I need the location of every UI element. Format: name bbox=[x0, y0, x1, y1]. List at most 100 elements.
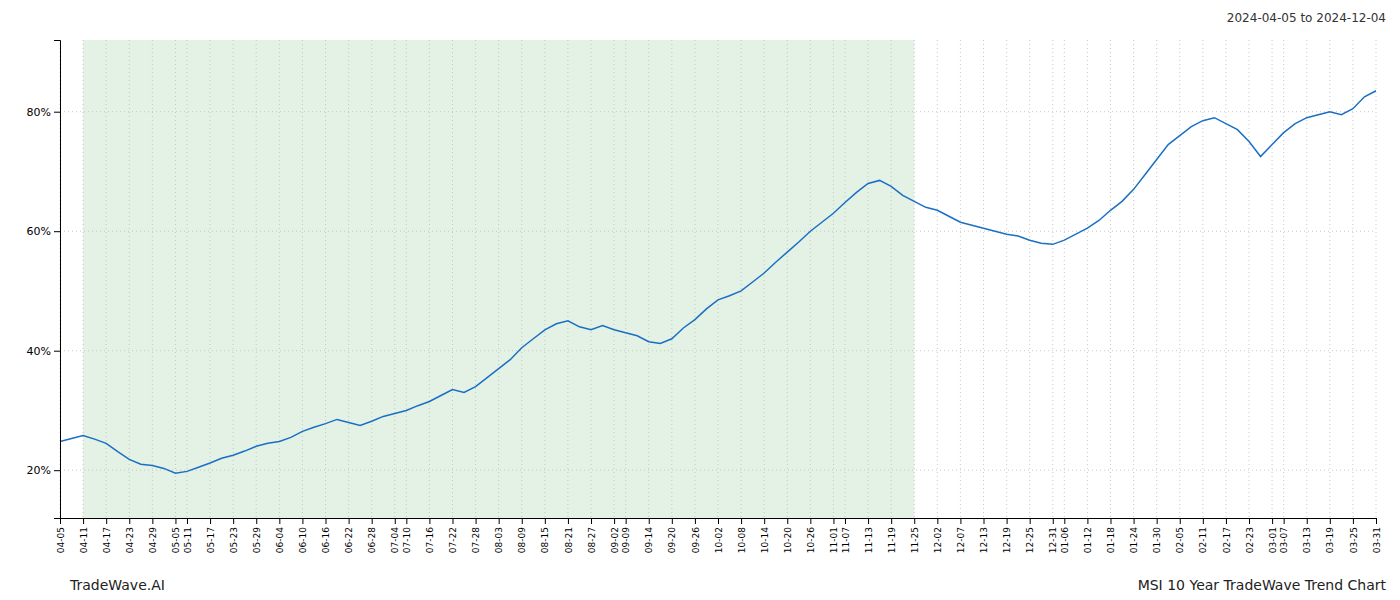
footer-text: TradeWave.AI bbox=[69, 577, 165, 593]
x-tick: 04-11 bbox=[79, 518, 89, 553]
plot-area bbox=[60, 91, 1376, 473]
x-grid-line bbox=[1272, 40, 1273, 518]
x-grid-line bbox=[914, 40, 915, 518]
x-tick-label: 05-29 bbox=[252, 527, 262, 553]
y-axis-line bbox=[54, 41, 61, 519]
x-tick: 09-20 bbox=[667, 518, 677, 553]
x-grid-line bbox=[1087, 40, 1088, 518]
x-tick-label: 10-26 bbox=[806, 527, 816, 553]
x-tick-mark bbox=[1226, 518, 1227, 524]
x-tick: 06-16 bbox=[321, 518, 331, 553]
x-tick-mark bbox=[568, 518, 569, 524]
x-grid-line bbox=[1202, 40, 1203, 518]
x-grid-line bbox=[186, 40, 187, 518]
x-tick: 06-22 bbox=[344, 518, 354, 553]
x-tick-mark bbox=[960, 518, 961, 524]
x-tick-label: 03-19 bbox=[1325, 527, 1335, 553]
x-tick-mark bbox=[349, 518, 350, 524]
x-tick-mark bbox=[614, 518, 615, 524]
x-grid-line bbox=[521, 40, 522, 518]
x-tick: 01-18 bbox=[1106, 518, 1116, 553]
x-tick: 01-06 bbox=[1060, 518, 1070, 553]
x-grid-line bbox=[1156, 40, 1157, 518]
x-tick: 11-01 bbox=[829, 518, 839, 553]
x-grid-line bbox=[175, 40, 176, 518]
x-tick: 10-08 bbox=[737, 518, 747, 553]
x-tick: 01-12 bbox=[1083, 518, 1093, 553]
x-tick-mark bbox=[695, 518, 696, 524]
x-tick: 11-25 bbox=[910, 518, 920, 553]
x-grid-line bbox=[1110, 40, 1111, 518]
x-tick: 05-23 bbox=[229, 518, 239, 553]
grid bbox=[60, 40, 1376, 518]
x-tick-label: 11-13 bbox=[864, 527, 874, 553]
y-grid-line bbox=[60, 470, 1376, 471]
x-tick: 12-02 bbox=[933, 518, 943, 553]
x-tick-mark bbox=[1087, 518, 1088, 524]
x-grid-line bbox=[625, 40, 626, 518]
x-tick-label: 05-23 bbox=[229, 527, 239, 553]
x-tick-mark bbox=[452, 518, 453, 524]
x-grid-line bbox=[671, 40, 672, 518]
x-tick-mark bbox=[914, 518, 915, 524]
x-tick-label: 01-12 bbox=[1083, 527, 1093, 553]
x-grid-line bbox=[106, 40, 107, 518]
x-grid-line bbox=[1306, 40, 1307, 518]
x-tick: 04-17 bbox=[102, 518, 112, 553]
x-grid-line bbox=[1352, 40, 1353, 518]
x-tick-label: 08-03 bbox=[494, 527, 504, 553]
x-tick-label: 11-19 bbox=[887, 527, 897, 553]
x-tick-mark bbox=[406, 518, 407, 524]
y-tick-mark bbox=[54, 351, 60, 352]
x-tick-mark bbox=[1284, 518, 1285, 524]
x-tick-label: 06-22 bbox=[344, 527, 354, 553]
x-grid-line bbox=[498, 40, 499, 518]
x-tick-label: 07-10 bbox=[402, 527, 412, 553]
x-tick-mark bbox=[1053, 518, 1054, 524]
x-grid-line bbox=[1179, 40, 1180, 518]
x-tick: 02-17 bbox=[1222, 518, 1232, 553]
x-tick-label: 09-26 bbox=[691, 527, 701, 553]
x-grid-line bbox=[279, 40, 280, 518]
x-grid-line bbox=[764, 40, 765, 518]
x-tick-label: 01-30 bbox=[1152, 527, 1162, 553]
x-tick-mark bbox=[626, 518, 627, 524]
x-tick-label: 03-13 bbox=[1302, 527, 1312, 553]
x-tick-mark bbox=[129, 518, 130, 524]
x-grid-line bbox=[960, 40, 961, 518]
x-tick-mark bbox=[1157, 518, 1158, 524]
x-tick-mark bbox=[187, 518, 188, 524]
x-tick-mark bbox=[984, 518, 985, 524]
y-tick-label: 20% bbox=[27, 464, 51, 477]
x-tick: 05-29 bbox=[252, 518, 262, 553]
x-tick-mark bbox=[1330, 518, 1331, 524]
x-tick-label: 04-05 bbox=[56, 527, 66, 553]
title: 2024-04-05 to 2024-12-04 bbox=[1227, 11, 1386, 25]
x-tick: 02-23 bbox=[1245, 518, 1255, 553]
x-tick-label: 09-02 bbox=[610, 527, 620, 553]
x-grid-line bbox=[1064, 40, 1065, 518]
x-tick-mark bbox=[1180, 518, 1181, 524]
x-tick-label: 12-19 bbox=[1002, 527, 1012, 553]
x-tick-mark bbox=[476, 518, 477, 524]
x-tick: 12-25 bbox=[1025, 518, 1035, 553]
x-tick-mark bbox=[1203, 518, 1204, 524]
x-tick-label: 07-16 bbox=[425, 527, 435, 553]
x-tick-label: 06-16 bbox=[321, 527, 331, 553]
x-tick: 10-02 bbox=[714, 518, 724, 553]
x-tick-label: 01-06 bbox=[1060, 527, 1070, 553]
x-tick-label: 04-11 bbox=[79, 527, 89, 553]
x-tick-label: 09-14 bbox=[644, 527, 654, 553]
x-tick-label: 01-24 bbox=[1129, 527, 1139, 553]
x-tick-label: 07-28 bbox=[471, 527, 481, 553]
x-tick-label: 12-07 bbox=[956, 527, 966, 553]
x-grid-line bbox=[348, 40, 349, 518]
x-tick-mark bbox=[302, 518, 303, 524]
y-tick-label: 40% bbox=[27, 345, 51, 358]
x-tick: 03-31 bbox=[1372, 518, 1382, 553]
x-grid-line bbox=[718, 40, 719, 518]
x-tick-mark bbox=[1307, 518, 1308, 524]
x-tick: 03-19 bbox=[1325, 518, 1335, 553]
x-grid-line bbox=[787, 40, 788, 518]
x-tick-mark bbox=[741, 518, 742, 524]
